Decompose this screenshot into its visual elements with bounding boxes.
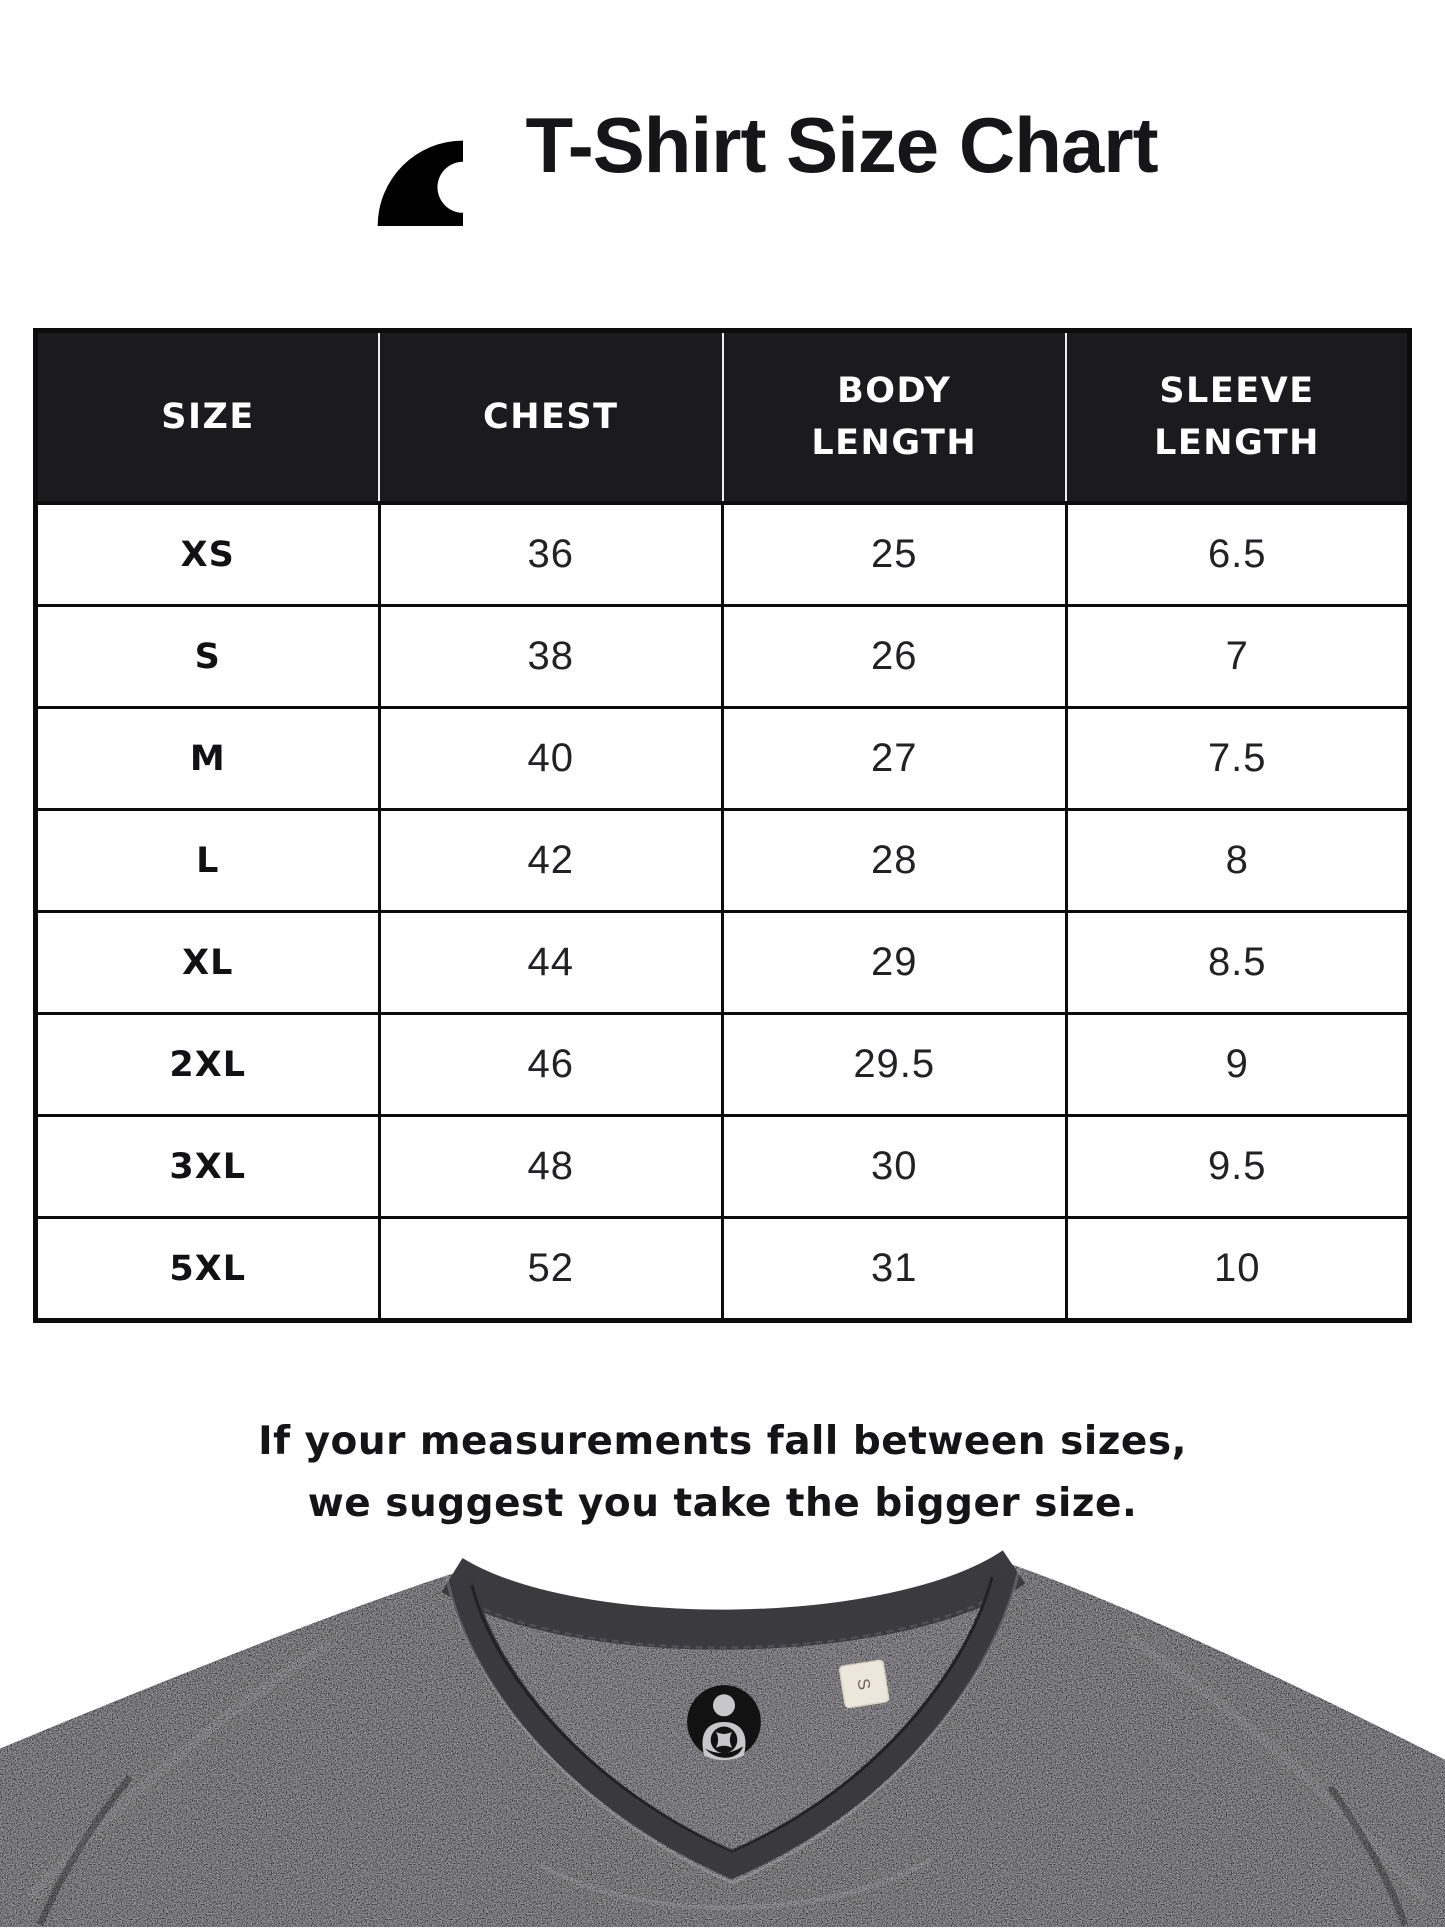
front-collar (447, 1567, 1019, 1880)
size-note-line2: we suggest you take the bigger size. (307, 1481, 1138, 1526)
size-tag: S (838, 1659, 890, 1709)
chest-cell: 40 (377, 706, 724, 811)
front-collar-outer-edge (444, 1564, 1022, 1885)
chest-cell: 52 (377, 1216, 724, 1322)
chest-cell: 42 (377, 808, 724, 913)
table-row: S 38 26 7 (34, 604, 1411, 709)
table-row: 2XL 46 29.5 9 (34, 1012, 1411, 1117)
size-cell: M (34, 706, 381, 811)
sleeve-length-cell: 7 (1064, 604, 1411, 709)
chest-cell: 38 (377, 604, 724, 709)
size-cell: 3XL (34, 1114, 381, 1219)
table-header-row: SIZE CHEST BODY LENGTH SLEEVE LENGTH (35, 330, 1410, 505)
column-header-chest: CHEST (378, 330, 723, 505)
size-tag-text: S (853, 1677, 874, 1691)
table-row: XS 36 25 6.5 (34, 501, 1411, 607)
body-length-cell: 27 (721, 706, 1068, 811)
column-header-sleeve-length: SLEEVE LENGTH (1065, 330, 1410, 505)
body-length-cell: 29.5 (721, 1012, 1068, 1117)
column-header-body-length: BODY LENGTH (721, 330, 1066, 505)
table-row: L 42 28 8 (34, 808, 1411, 913)
brand-logo-icon (287, 50, 463, 226)
sleeve-length-cell: 7.5 (1064, 706, 1411, 811)
size-note: If your measurements fall between sizes,… (0, 1411, 1445, 1535)
sleeve-length-cell: 9 (1064, 1012, 1411, 1117)
size-cell: S (34, 604, 381, 709)
sleeve-length-cell: 8.5 (1064, 910, 1411, 1015)
page-title: T-Shirt Size Chart (525, 100, 1158, 189)
body-length-cell: 31 (721, 1216, 1068, 1322)
size-cell: 5XL (34, 1216, 381, 1322)
chest-seam-highlight (538, 1856, 934, 1911)
left-sleeve-crease (36, 1774, 133, 1927)
table-row: M 40 27 7.5 (34, 706, 1411, 811)
body-length-cell: 25 (721, 501, 1068, 607)
size-cell: 2XL (34, 1012, 381, 1117)
tshirt-graphic: S (0, 1550, 1445, 1932)
size-cell: L (34, 808, 381, 913)
sleeve-length-cell: 6.5 (1064, 501, 1411, 607)
right-shoulder-fold (1127, 1634, 1429, 1903)
chest-cell: 36 (377, 501, 724, 607)
size-cell: XL (34, 910, 381, 1015)
body-length-cell: 29 (721, 910, 1068, 1015)
front-collar-inner-edge (470, 1576, 994, 1853)
body-length-cell: 28 (721, 808, 1068, 913)
table-row: XL 44 29 8.5 (34, 910, 1411, 1015)
size-note-line1: If your measurements fall between sizes, (258, 1419, 1187, 1464)
body-length-cell: 30 (721, 1114, 1068, 1219)
sleeve-length-cell: 10 (1064, 1216, 1411, 1322)
left-shoulder-fold (26, 1638, 333, 1901)
tshirt-photo: S (0, 1547, 1445, 1932)
body-length-cell: 26 (721, 604, 1068, 709)
chest-cell: 44 (377, 910, 724, 1015)
right-sleeve-crease (1327, 1784, 1409, 1927)
sleeve-length-cell: 9.5 (1064, 1114, 1411, 1219)
table-row: 3XL 48 30 9.5 (34, 1114, 1411, 1219)
sleeve-length-cell: 8 (1064, 808, 1411, 913)
table-row: 5XL 52 31 10 (34, 1216, 1411, 1322)
back-collar (441, 1550, 1026, 1650)
brand-header: T-Shirt Size Chart (0, 0, 1445, 226)
back-collar-stitching (451, 1583, 1015, 1649)
size-cell: XS (34, 501, 381, 607)
column-header-size: SIZE (35, 330, 379, 505)
chest-cell: 48 (377, 1114, 724, 1219)
chest-cell: 46 (377, 1012, 724, 1117)
size-chart-table: SIZE CHEST BODY LENGTH SLEEVE LENGTH XS … (33, 328, 1412, 1323)
